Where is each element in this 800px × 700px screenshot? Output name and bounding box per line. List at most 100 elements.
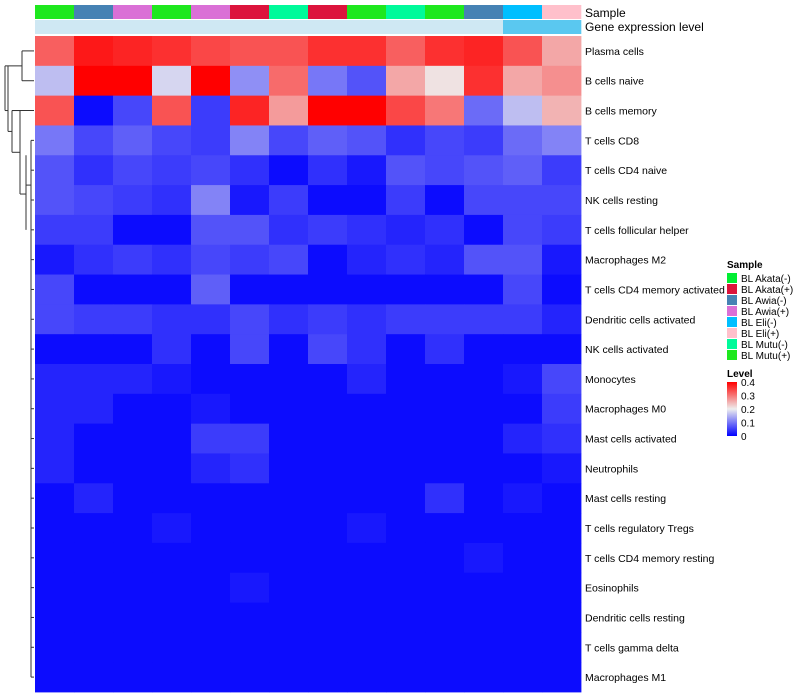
heatmap-cell [269, 65, 309, 97]
heatmap-cell [230, 364, 270, 395]
heatmap-cell [269, 155, 309, 186]
heatmap-cell [152, 423, 192, 454]
heatmap-cell [113, 334, 153, 365]
heatmap-cell [386, 214, 426, 246]
heatmap-cell [191, 244, 231, 275]
heatmap-cell [269, 304, 309, 335]
heatmap-cell [425, 185, 465, 216]
heatmap-cell [74, 274, 114, 305]
heatmap-cell [35, 662, 75, 693]
sample-legend-swatch [727, 339, 737, 349]
heatmap-cell [347, 453, 387, 484]
heatmap-cell [503, 513, 543, 544]
heatmap-cell [347, 244, 387, 275]
sample-legend-label: BL Awia(+) [741, 307, 789, 318]
heatmap-cell [230, 125, 270, 156]
heatmap-cell [152, 244, 192, 275]
heatmap-cell [308, 393, 348, 425]
heatmap-cell [191, 36, 231, 67]
heatmap-cell [347, 185, 387, 216]
heatmap-cell [425, 513, 465, 544]
heatmap-cell [74, 393, 114, 425]
heatmap-cell [269, 453, 309, 484]
heatmap-cell [308, 513, 348, 544]
heatmap-cell [74, 334, 114, 365]
heatmap-cell [464, 513, 504, 544]
heatmap-cell [152, 542, 192, 574]
heatmap-cell [269, 483, 309, 514]
heatmap-cell [35, 334, 75, 365]
heatmap-cell [425, 542, 465, 574]
heatmap-cell [308, 304, 348, 335]
heatmap-cell [152, 214, 192, 246]
row-label: T cells CD4 memory activated [585, 284, 725, 296]
heatmap-cell [347, 65, 387, 97]
row-label: Mast cells activated [585, 434, 677, 446]
heatmap-cell [308, 244, 348, 275]
heatmap-cell [152, 513, 192, 544]
heatmap-cell [542, 483, 582, 514]
heatmap-cell [269, 513, 309, 544]
heatmap-cell [74, 65, 114, 97]
expression-annotation-cell [191, 20, 231, 34]
heatmap-cell [503, 423, 543, 454]
heatmap-cell [542, 542, 582, 574]
sample-legend-label: BL Awia(-) [741, 296, 787, 307]
heatmap-cell [269, 125, 309, 156]
heatmap-cell [347, 632, 387, 663]
heatmap-cell [152, 36, 192, 67]
heatmap-cell [542, 602, 582, 633]
heatmap-cell [269, 274, 309, 305]
heatmap-cell [503, 572, 543, 603]
heatmap-cell [35, 364, 75, 395]
heatmap-cell [542, 662, 582, 693]
level-colorbar [727, 382, 737, 436]
heatmap-cell [35, 572, 75, 603]
heatmap-cell [464, 423, 504, 454]
heatmap-cell [308, 602, 348, 633]
sample-legend-swatch [727, 295, 737, 305]
heatmap-cell [191, 662, 231, 693]
heatmap-cell [425, 244, 465, 275]
heatmap-cell [113, 274, 153, 305]
heatmap-cell [386, 513, 426, 544]
heatmap-cell [464, 334, 504, 365]
heatmap-cell [386, 453, 426, 484]
sample-annotation-cell [35, 5, 75, 19]
expression-annotation-cell [74, 20, 114, 34]
heatmap-cell [425, 155, 465, 186]
heatmap-cell [386, 155, 426, 186]
heatmap-cell [386, 393, 426, 425]
heatmap-cell [464, 214, 504, 246]
heatmap-cell [464, 662, 504, 693]
heatmap-cell [503, 155, 543, 186]
heatmap-cell [542, 155, 582, 186]
heatmap-cell [152, 334, 192, 365]
heatmap-cell [503, 334, 543, 365]
sample-annotation-cell [542, 5, 582, 19]
heatmap-cell [347, 95, 387, 126]
row-label: T cells CD8 [585, 135, 639, 147]
heatmap-cell [74, 304, 114, 335]
heatmap-cell [113, 364, 153, 395]
row-label: Dendritic cells resting [585, 612, 685, 624]
heatmap-cell [269, 95, 309, 126]
heatmap-cell [425, 662, 465, 693]
heatmap-cell [464, 304, 504, 335]
row-dendrogram [4, 50, 34, 678]
heatmap-cell [542, 304, 582, 335]
heatmap-cell [503, 364, 543, 395]
sample-annotation-cell [152, 5, 192, 19]
heatmap-cell [542, 244, 582, 275]
heatmap-cell [386, 662, 426, 693]
heatmap-cell [113, 36, 153, 67]
heatmap-cell [425, 65, 465, 97]
heatmap-cell [464, 632, 504, 663]
heatmap-cell [542, 632, 582, 663]
heatmap-cell [35, 214, 75, 246]
heatmap-cell [191, 334, 231, 365]
heatmap-cell [230, 244, 270, 275]
heatmap-cell [269, 423, 309, 454]
heatmap-cell [347, 483, 387, 514]
heatmap-cell [347, 214, 387, 246]
